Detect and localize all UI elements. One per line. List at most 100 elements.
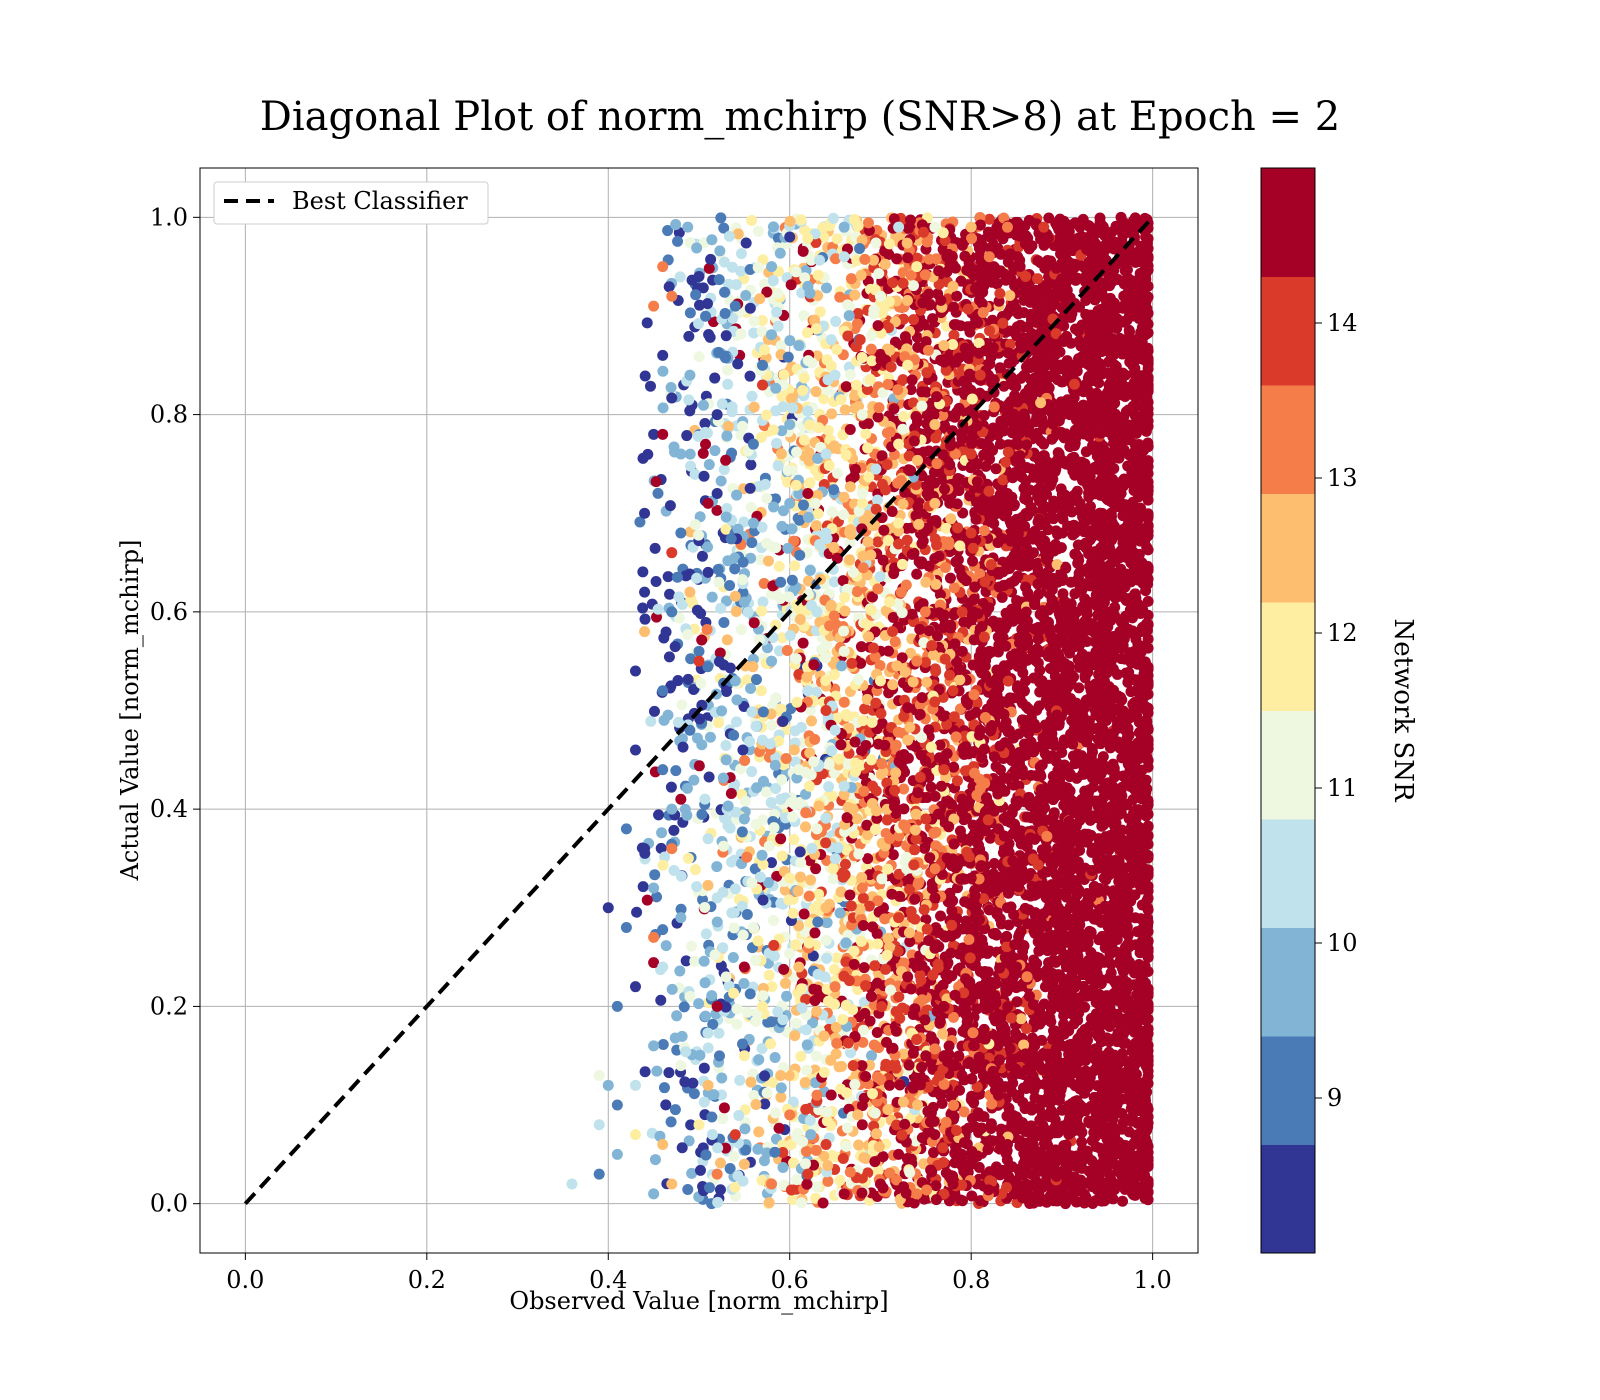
scatter-point <box>697 399 709 411</box>
scatter-point <box>683 330 695 342</box>
scatter-point <box>983 213 995 225</box>
scatter-point <box>1011 594 1023 606</box>
scatter-point <box>901 534 913 546</box>
scatter-point <box>650 476 662 488</box>
scatter-point <box>883 645 895 657</box>
scatter-point <box>657 1038 669 1050</box>
scatter-point <box>765 857 777 869</box>
scatter-point <box>655 842 667 854</box>
scatter-point <box>670 765 682 777</box>
scatter-point <box>716 1089 728 1101</box>
scatter-point <box>815 644 827 656</box>
scatter-point <box>1057 588 1069 600</box>
scatter-point <box>957 507 969 519</box>
scatter-point <box>818 1150 830 1162</box>
scatter-point <box>941 959 953 971</box>
scatter-point <box>784 948 796 960</box>
scatter-point <box>866 1050 878 1062</box>
scatter-point <box>694 511 706 523</box>
scatter-point <box>758 578 770 590</box>
scatter-point <box>718 464 730 476</box>
scatter-point <box>752 935 764 947</box>
scatter-point <box>716 398 728 410</box>
scatter-point <box>1032 273 1044 285</box>
scatter-point <box>718 617 730 629</box>
scatter-point <box>708 316 720 328</box>
scatter-point <box>825 1089 837 1101</box>
scatter-point <box>693 318 705 330</box>
scatter-point <box>870 785 882 797</box>
scatter-point <box>770 692 782 704</box>
scatter-point <box>940 522 952 534</box>
scatter-point <box>637 566 649 578</box>
scatter-point <box>726 401 738 413</box>
scatter-point <box>699 901 711 913</box>
scatter-point <box>804 564 816 576</box>
scatter-point <box>1129 212 1141 224</box>
plot-area: 0.0 0.2 0.4 0.6 0.8 1.00.00.20.40.60.81.0 <box>150 167 1199 1294</box>
scatter-point <box>919 842 931 854</box>
scatter-point <box>660 626 672 638</box>
scatter-point <box>1098 872 1110 884</box>
scatter-point <box>844 369 856 381</box>
scatter-point <box>956 432 968 444</box>
scatter-point <box>745 459 757 471</box>
scatter-point <box>696 808 708 820</box>
scatter-point <box>689 955 701 967</box>
scatter-point <box>696 550 708 562</box>
scatter-point <box>898 803 910 815</box>
scatter-point <box>757 596 769 608</box>
scatter-point <box>921 923 933 935</box>
scatter-point <box>877 766 889 778</box>
scatter-point <box>669 641 681 653</box>
scatter-point <box>937 409 949 421</box>
scatter-point <box>976 934 988 946</box>
scatter-point <box>1027 471 1039 483</box>
scatter-point <box>842 1122 854 1134</box>
scatter-point <box>680 1046 692 1058</box>
scatter-point <box>860 428 872 440</box>
scatter-point <box>911 568 923 580</box>
scatter-point <box>769 1107 781 1119</box>
scatter-point <box>746 537 758 549</box>
scatter-point <box>703 771 715 783</box>
scatter-point <box>945 1091 957 1103</box>
scatter-point <box>702 1042 714 1054</box>
scatter-point <box>660 1099 672 1111</box>
scatter-point <box>645 715 657 727</box>
scatter-point <box>1043 212 1055 224</box>
scatter-point <box>805 254 817 266</box>
scatter-point <box>680 955 692 967</box>
scatter-point <box>948 329 960 341</box>
scatter-point <box>750 818 762 830</box>
scatter-point <box>834 1174 846 1186</box>
scatter-point <box>775 340 787 352</box>
scatter-point <box>905 384 917 396</box>
scatter-point <box>664 588 676 600</box>
scatter-point <box>761 537 773 549</box>
scatter-point <box>820 282 832 294</box>
scatter-point <box>787 1193 799 1205</box>
scatter-point <box>669 1104 681 1116</box>
scatter-point <box>1139 1076 1151 1088</box>
scatter-point <box>887 849 899 861</box>
scatter-point <box>798 310 810 322</box>
scatter-point <box>631 906 643 918</box>
scatter-point <box>1033 1059 1045 1071</box>
scatter-point <box>703 459 715 471</box>
scatter-point <box>732 358 744 370</box>
scatter-point <box>810 863 822 875</box>
scatter-point <box>974 1195 986 1207</box>
scatter-point <box>753 1054 765 1066</box>
scatter-point <box>1137 692 1149 704</box>
scatter-point <box>663 1067 675 1079</box>
scatter-point <box>997 474 1009 486</box>
scatter-point <box>761 786 773 798</box>
scatter-point <box>893 868 905 880</box>
scatter-point <box>714 1157 726 1169</box>
scatter-point <box>709 445 721 457</box>
scatter-point <box>718 812 730 824</box>
scatter-point <box>746 390 758 402</box>
scatter-point <box>714 245 726 257</box>
scatter-point <box>844 554 856 566</box>
